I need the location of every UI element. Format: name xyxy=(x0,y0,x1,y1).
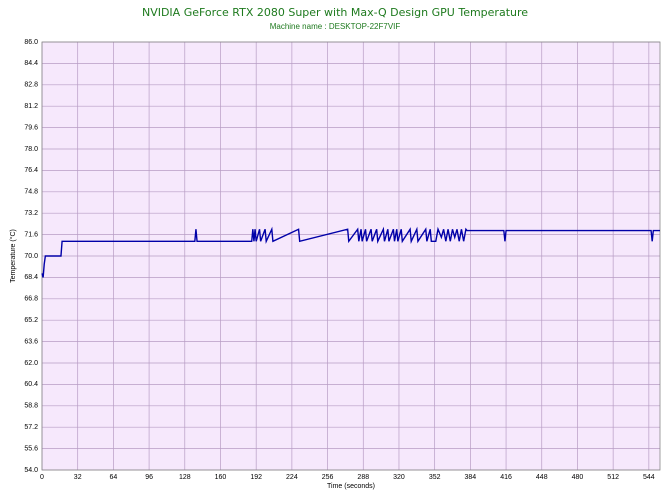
y-tick-label: 62.0 xyxy=(24,360,38,367)
y-tick-label: 84.4 xyxy=(24,60,38,67)
y-tick-label: 58.8 xyxy=(24,403,38,410)
y-tick-label: 70.0 xyxy=(24,253,38,260)
x-tick-label: 544 xyxy=(643,474,655,481)
x-tick-label: 352 xyxy=(429,474,441,481)
x-tick-label: 96 xyxy=(145,474,153,481)
x-tick-label: 192 xyxy=(250,474,262,481)
y-tick-label: 78.0 xyxy=(24,146,38,153)
x-axis-label: Time (seconds) xyxy=(327,483,375,490)
chart-subtitle: Machine name : DESKTOP-22F7VIF xyxy=(270,22,401,31)
y-tick-label: 82.8 xyxy=(24,82,38,89)
x-tick-label: 384 xyxy=(465,474,477,481)
x-tick-label: 224 xyxy=(286,474,298,481)
y-tick-label: 73.2 xyxy=(24,210,38,217)
y-axis-label: Temperature (°C) xyxy=(9,229,17,283)
y-tick-label: 60.4 xyxy=(24,381,38,388)
y-tick-label: 76.4 xyxy=(24,167,38,174)
y-tick-label: 81.2 xyxy=(24,103,38,110)
x-tick-label: 288 xyxy=(357,474,369,481)
x-tick-label: 128 xyxy=(179,474,191,481)
y-tick-label: 71.6 xyxy=(24,231,38,238)
x-tick-label: 448 xyxy=(536,474,548,481)
y-tick-label: 57.2 xyxy=(24,424,38,431)
x-tick-label: 0 xyxy=(40,474,44,481)
x-tick-label: 320 xyxy=(393,474,405,481)
y-tick-label: 54.0 xyxy=(24,467,38,474)
y-tick-label: 79.6 xyxy=(24,124,38,131)
y-tick-label: 63.6 xyxy=(24,338,38,345)
plot-border xyxy=(41,41,661,471)
x-tick-label: 32 xyxy=(74,474,82,481)
x-tick-label: 256 xyxy=(322,474,334,481)
y-tick-label: 55.6 xyxy=(24,445,38,452)
x-tick-label: 512 xyxy=(607,474,619,481)
chart-title: NVIDIA GeForce RTX 2080 Super with Max-Q… xyxy=(142,6,528,19)
y-tick-label: 66.8 xyxy=(24,296,38,303)
y-tick-label: 65.2 xyxy=(24,317,38,324)
x-tick-label: 416 xyxy=(500,474,512,481)
y-tick-label: 68.4 xyxy=(24,274,38,281)
data-line xyxy=(41,226,660,278)
y-tick-label: 74.8 xyxy=(24,189,38,196)
x-tick-label: 480 xyxy=(572,474,584,481)
y-tick-label: 86.0 xyxy=(24,39,38,46)
x-tick-label: 160 xyxy=(215,474,227,481)
x-tick-label: 64 xyxy=(109,474,117,481)
